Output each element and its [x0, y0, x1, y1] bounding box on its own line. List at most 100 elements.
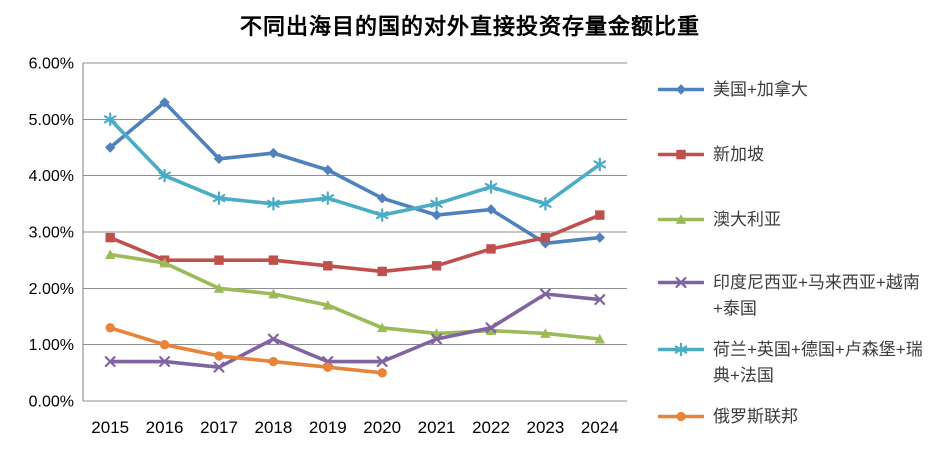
- x-marker-icon: [267, 333, 279, 345]
- triangle-marker-icon: [105, 249, 116, 259]
- diamond-marker-icon: [540, 238, 551, 249]
- legend-key-circle-icon: [658, 411, 704, 422]
- x-marker-icon: [376, 356, 388, 368]
- triangle-marker-icon: [675, 214, 687, 224]
- triangle-marker-icon: [322, 300, 333, 310]
- diamond-marker-icon: [675, 84, 687, 95]
- legend-key-asterisk-icon: [658, 342, 704, 357]
- diamond-marker-icon: [105, 142, 116, 153]
- legend-key-diamond-icon: [658, 84, 704, 95]
- diamond-marker-icon: [322, 164, 333, 176]
- x-tick-label: 2024: [581, 418, 619, 437]
- y-tick-label: 4.00%: [29, 168, 74, 185]
- x-marker-icon: [159, 356, 171, 368]
- asterisk-marker-icon: [484, 180, 498, 194]
- x-tick-label: 2020: [363, 418, 401, 437]
- triangle-marker-icon: [213, 283, 225, 293]
- square-marker-icon: [214, 255, 224, 265]
- square-marker-icon: [676, 149, 686, 160]
- legend-label: 澳大利亚: [713, 210, 781, 229]
- square-marker-icon: [268, 255, 279, 265]
- diamond-marker-icon: [213, 153, 225, 164]
- asterisk-marker-icon: [267, 197, 280, 211]
- x-tick-label: 2023: [526, 418, 564, 437]
- diamond-marker-icon: [431, 209, 442, 221]
- legend-item-singapore: 新加坡: [658, 142, 938, 168]
- y-tick-label: 6.00%: [29, 56, 74, 73]
- legend-key-x-icon: [658, 276, 704, 289]
- legend-label: 荷兰+英国+德国+卢森堡+瑞典+法国: [713, 340, 923, 385]
- diamond-marker-icon: [485, 204, 497, 215]
- x-marker-icon: [675, 276, 687, 289]
- asterisk-marker-icon: [375, 208, 389, 222]
- chart-legend: 美国+加拿大 新加坡澳大利亚印度尼西亚+马来西亚+越南+泰国 荷兰+英国+德国+卢森…: [658, 77, 938, 430]
- legend-label: 新加坡: [713, 145, 764, 164]
- y-tick-label: 0.00%: [29, 394, 74, 411]
- square-marker-icon: [486, 244, 496, 254]
- asterisk-marker-icon: [103, 112, 117, 127]
- triangle-marker-icon: [594, 333, 605, 344]
- chart-title: 不同出海目的国的对外直接投资存量金额比重: [239, 14, 700, 39]
- square-marker-icon: [323, 261, 333, 271]
- legend-item-netherlands-uk-germany-luxembourg-sweden-france: 荷兰+英国+德国+卢森堡+瑞典+法国: [658, 337, 938, 389]
- circle-marker-icon: [676, 411, 686, 422]
- x-marker-icon: [594, 294, 606, 306]
- asterisk-marker-icon: [321, 191, 335, 206]
- y-tick-label: 3.00%: [29, 225, 74, 242]
- asterisk-marker-icon: [212, 191, 226, 206]
- circle-marker-icon: [377, 368, 387, 378]
- circle-marker-icon: [323, 362, 333, 372]
- diamond-marker-icon: [159, 97, 170, 108]
- series-line-indonesia-malaysia-vietnam-thailand: [104, 288, 606, 373]
- x-marker-icon: [104, 356, 116, 368]
- y-tick-label: 2.00%: [29, 281, 74, 298]
- square-marker-icon: [105, 232, 115, 243]
- triangle-marker-icon: [540, 328, 551, 338]
- circle-marker-icon: [159, 339, 170, 350]
- legend-label: 美国+加拿大: [713, 80, 808, 99]
- series-line-australia: [105, 249, 605, 344]
- diamond-marker-icon: [594, 232, 605, 243]
- legend-key-square-icon: [658, 149, 704, 160]
- x-marker-icon: [485, 322, 497, 334]
- x-tick-label: 2018: [254, 418, 292, 437]
- series-line-netherlands-uk-germany-luxembourg-sweden-france: [103, 112, 607, 222]
- legend-label: 俄罗斯联邦: [713, 407, 798, 426]
- circle-marker-icon: [105, 323, 115, 333]
- x-tick-label: 2019: [309, 418, 347, 437]
- diamond-marker-icon: [377, 193, 388, 204]
- asterisk-marker-icon: [430, 197, 443, 211]
- x-marker-icon: [539, 288, 551, 300]
- asterisk-marker-icon: [593, 157, 607, 172]
- x-marker-icon: [213, 361, 225, 373]
- gridlines: [83, 62, 627, 402]
- legend-item-us-canada: 美国+加拿大: [658, 77, 938, 103]
- square-marker-icon: [540, 232, 551, 243]
- series-line-russia: [105, 323, 387, 378]
- triangle-marker-icon: [485, 325, 497, 336]
- y-tick-label: 5.00%: [29, 112, 74, 129]
- asterisk-marker-icon: [539, 197, 552, 211]
- legend-label: 印度尼西亚+马来西亚+越南+泰国: [713, 273, 920, 318]
- asterisk-marker-icon: [158, 168, 171, 183]
- square-marker-icon: [377, 266, 387, 277]
- square-marker-icon: [431, 261, 442, 271]
- line-chart-plot: 6.00%5.00%4.00%3.00%2.00%1.00%0.00%2015 2…: [29, 56, 627, 437]
- x-tick-label: 2022: [472, 418, 510, 437]
- legend-key-triangle-icon: [658, 214, 704, 224]
- series-line-us-canada: [105, 97, 605, 249]
- x-tick-label: 2016: [146, 418, 184, 437]
- x-axis-labels: 2015 2016 2017 2018 2019 2020 2021 2022 2023 2024: [91, 418, 618, 437]
- y-tick-label: 1.00%: [29, 337, 74, 354]
- triangle-marker-icon: [159, 257, 170, 268]
- x-marker-icon: [431, 333, 443, 345]
- legend-item-russia: 俄罗斯联邦: [658, 404, 938, 430]
- legend-item-indonesia-malaysia-vietnam-thailand: 印度尼西亚+马来西亚+越南+泰国: [658, 270, 938, 322]
- asterisk-marker-icon: [674, 342, 688, 357]
- y-axis-labels: 6.00% 5.00% 4.00% 3.00% 2.00% 1.00% 0.00%: [29, 56, 74, 411]
- circle-marker-icon: [214, 351, 224, 361]
- series-line-singapore: [105, 210, 605, 277]
- circle-marker-icon: [268, 356, 279, 367]
- triangle-marker-icon: [268, 288, 279, 299]
